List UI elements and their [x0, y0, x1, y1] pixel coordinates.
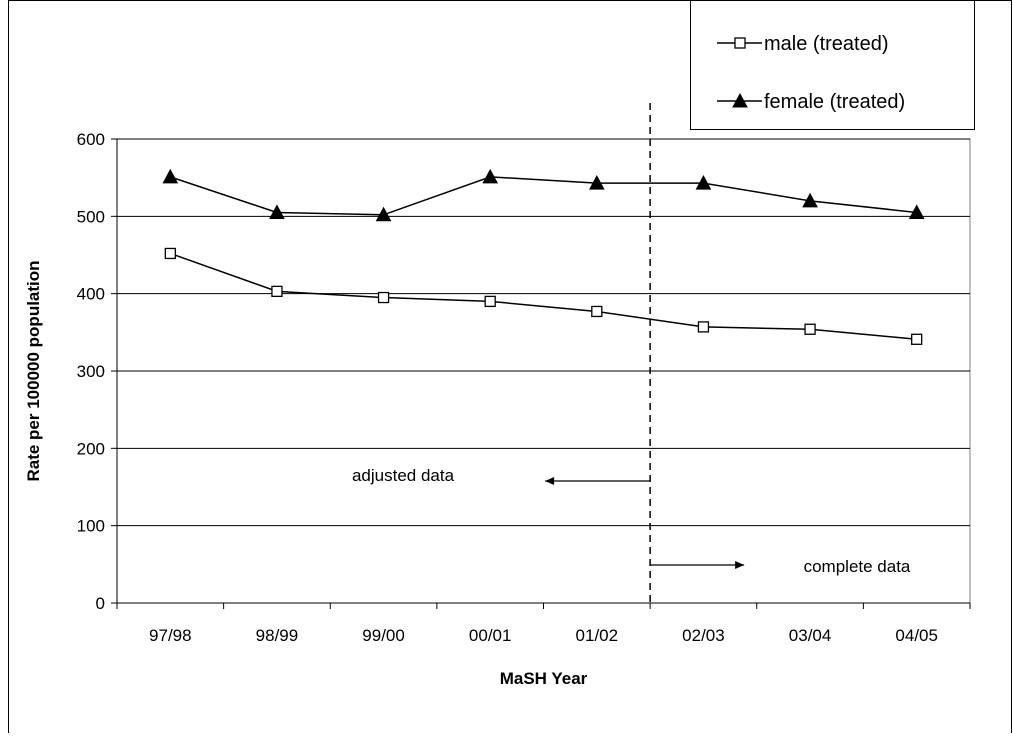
right-arrow-head — [735, 561, 745, 569]
y-tick-label: 300 — [77, 362, 105, 381]
y-tick-label: 500 — [77, 207, 105, 226]
legend-male-label: male (treated) — [764, 33, 889, 55]
female-point-marker — [269, 204, 285, 219]
left-arrow-head — [545, 477, 555, 485]
y-tick-label: 100 — [77, 517, 105, 536]
series-line-0 — [170, 252, 917, 341]
legend-female-marker-icon — [732, 92, 748, 108]
series-line-1 — [170, 176, 917, 216]
x-tick-label: 04/05 — [895, 626, 938, 645]
legend-box — [690, 0, 975, 130]
gridlines — [117, 138, 970, 527]
male-point-marker — [804, 323, 816, 335]
series-layer — [162, 168, 925, 345]
x-tick-label: 99/00 — [362, 626, 405, 645]
male-point-marker — [911, 333, 923, 345]
male-point-marker — [484, 295, 496, 308]
adjusted-data-label: adjusted data — [352, 466, 455, 485]
female-point-marker — [695, 175, 712, 190]
axes: 0 100 200 300 400 500 600 97/98 98/99 99/00 00/01 0… — [77, 130, 971, 645]
male-point-marker — [271, 285, 283, 297]
legend: male (treated) female (treated) — [690, 0, 975, 130]
legend-male-marker-icon — [734, 37, 746, 49]
male-point-marker — [591, 305, 603, 318]
female-point-marker — [482, 168, 499, 184]
y-tick-label: 200 — [77, 439, 105, 458]
legend-entry-male: male (treated) — [717, 33, 889, 55]
x-tick-label: 98/99 — [256, 626, 299, 645]
female-point-marker — [588, 175, 605, 190]
female-point-marker — [375, 206, 392, 222]
y-tick-label: 0 — [96, 594, 105, 613]
x-tick-label: 01/02 — [576, 626, 619, 645]
data-divider — [545, 103, 745, 603]
female-point-marker — [802, 192, 818, 208]
male-point-marker — [377, 291, 390, 304]
x-axis-title: MaSH Year — [500, 669, 588, 688]
male-point-marker — [164, 247, 176, 260]
figure-border — [8, 0, 1012, 738]
y-tick-label: 600 — [77, 130, 105, 149]
x-tick-label: 00/01 — [469, 626, 512, 645]
male-point-marker — [697, 321, 710, 333]
x-tick-label: 97/98 — [149, 626, 192, 645]
x-tick-label: 03/04 — [789, 626, 832, 645]
y-axis-title: Rate per 100000 population — [24, 260, 43, 481]
female-point-marker — [162, 168, 179, 184]
y-tick-label: 400 — [77, 285, 105, 304]
x-tick-label: 02/03 — [682, 626, 725, 645]
legend-entry-female: female (treated) — [717, 91, 905, 113]
complete-data-label: complete data — [804, 557, 911, 576]
legend-female-label: female (treated) — [764, 91, 905, 113]
female-point-marker — [908, 204, 925, 219]
